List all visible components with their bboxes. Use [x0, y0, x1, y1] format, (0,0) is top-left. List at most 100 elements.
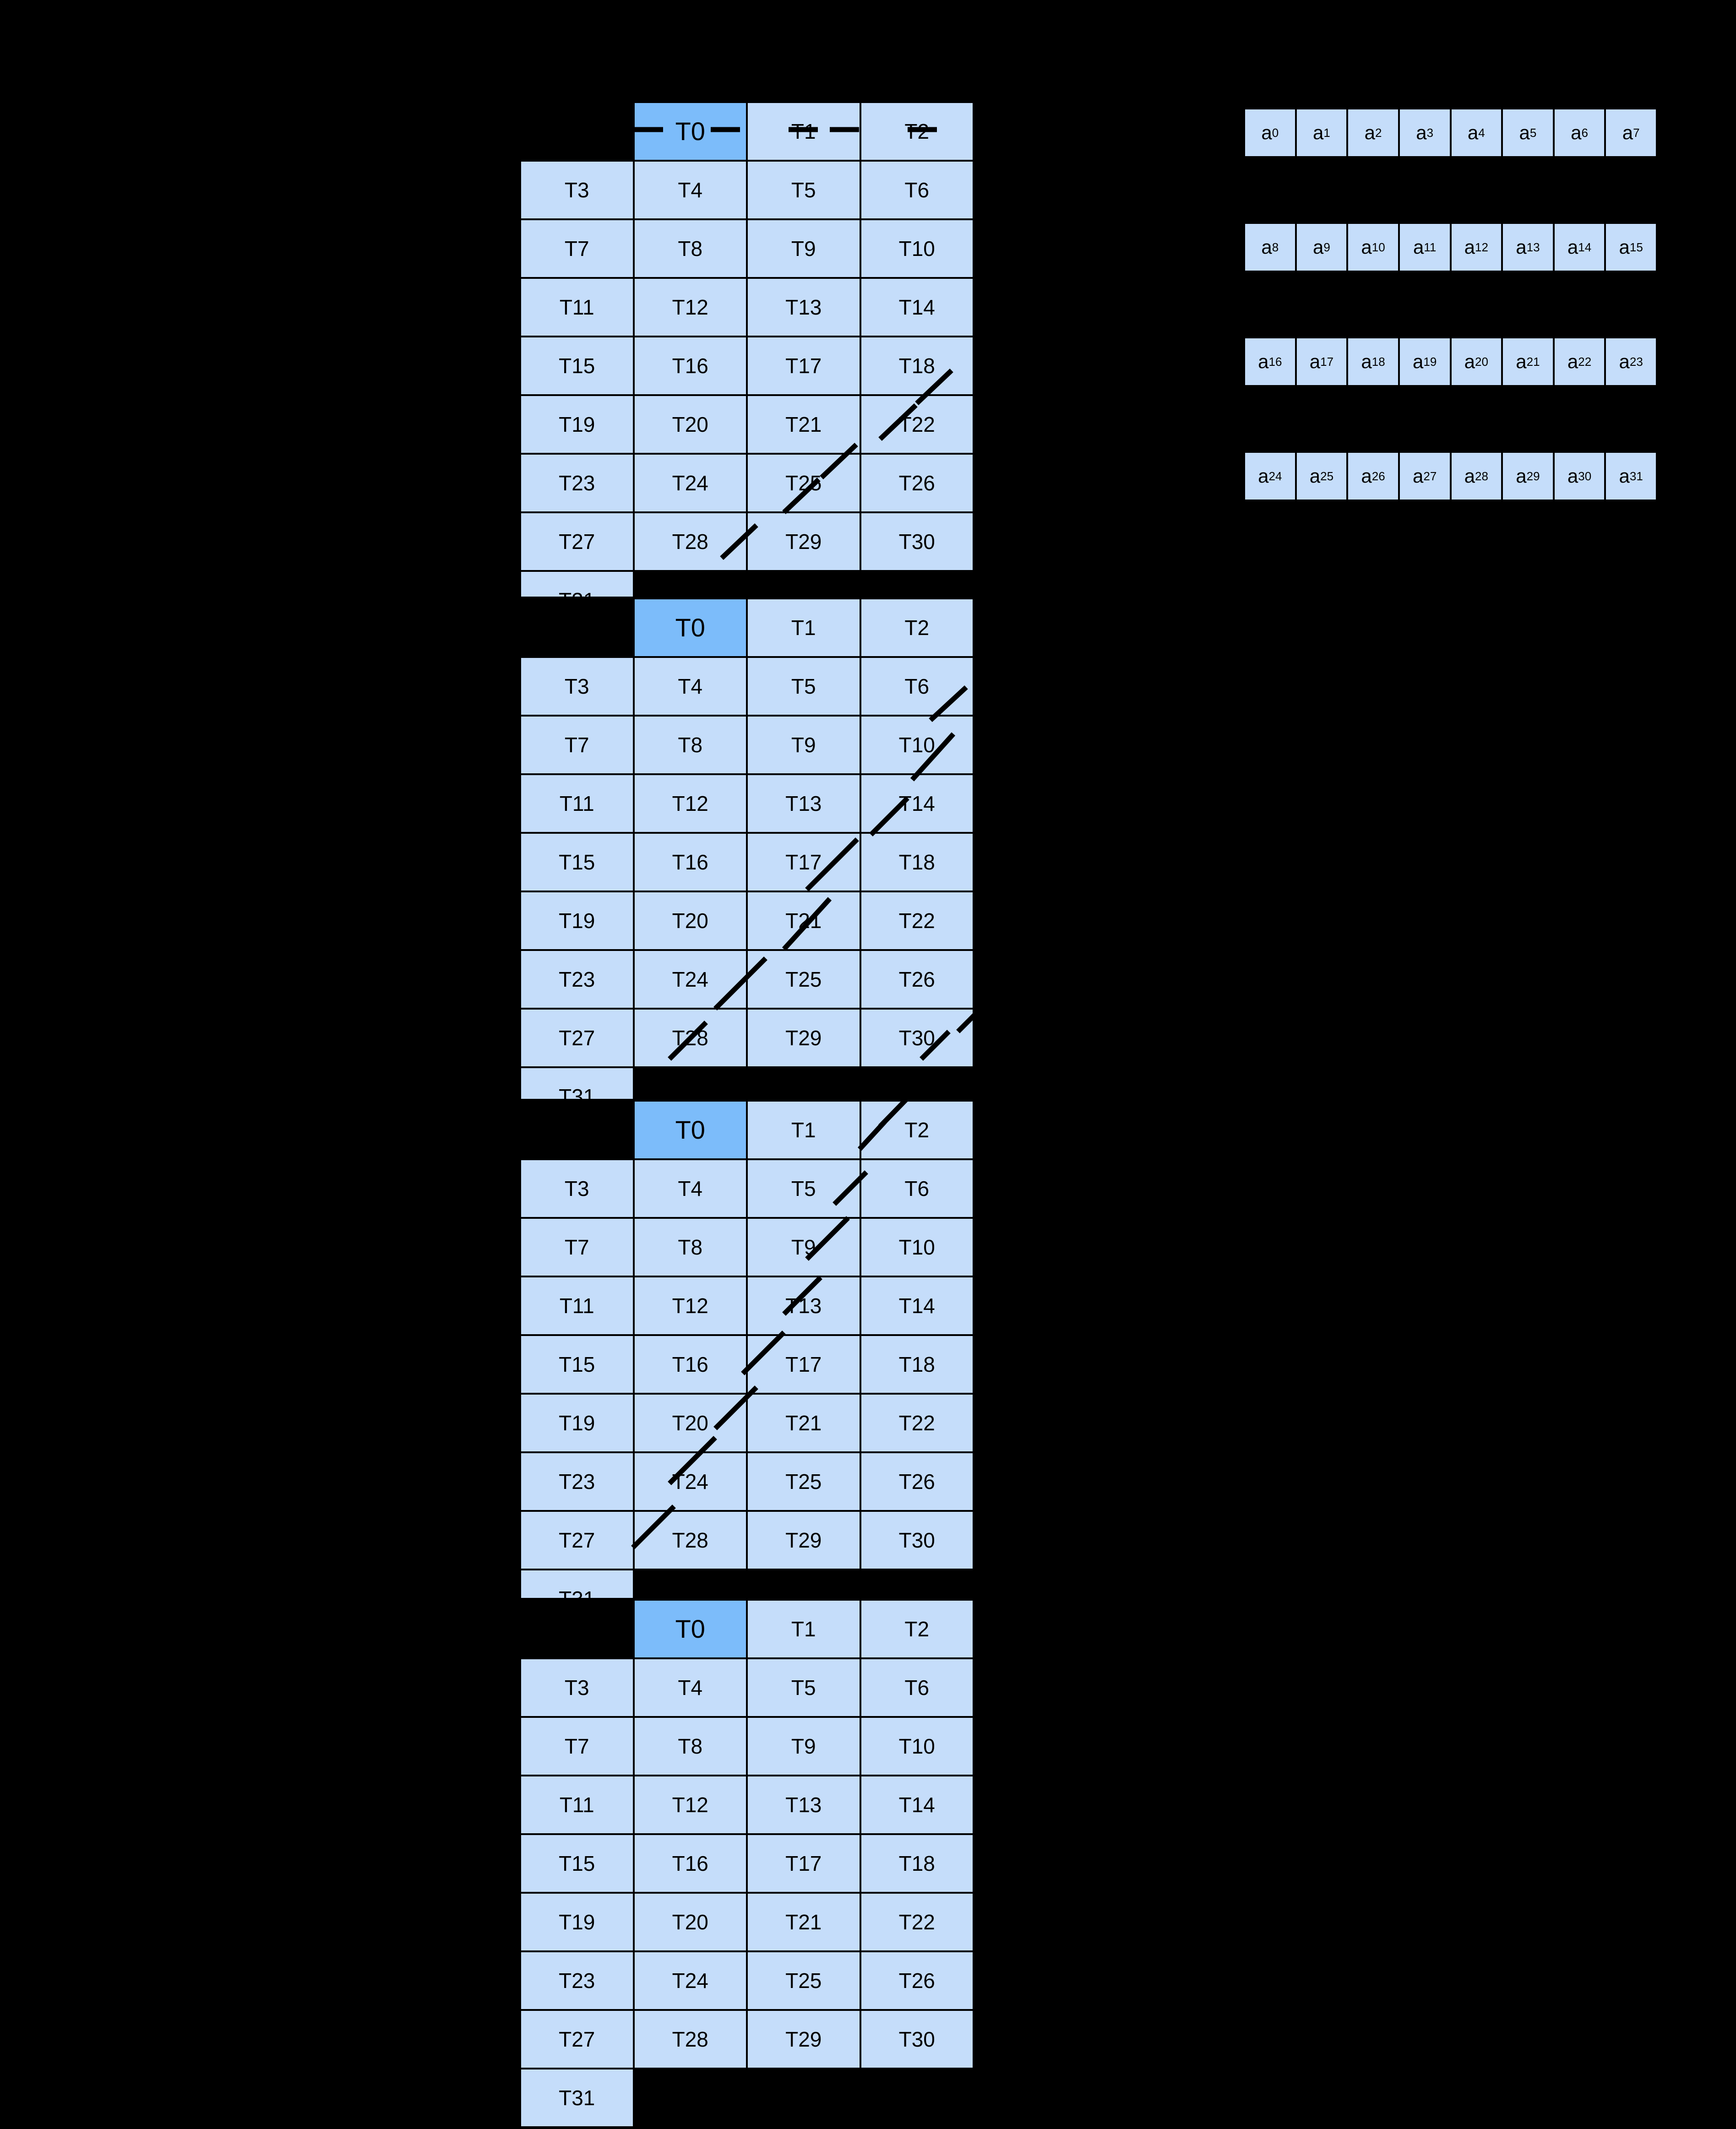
thread-cell-t2: T2 [861, 1601, 973, 1657]
thread-cell-t0: T0 [634, 599, 746, 656]
thread-cell-t3: T3 [521, 1659, 633, 1716]
thread-cell-t15: T15 [521, 1336, 633, 1393]
thread-cell-t20: T20 [634, 892, 746, 949]
thread-cell-t23: T23 [521, 1952, 633, 2009]
thread-cell-t8: T8 [634, 220, 746, 277]
thread-cell-t23: T23 [521, 1453, 633, 1510]
thread-cell-t5: T5 [748, 658, 860, 715]
thread-cell-t28: T28 [634, 513, 746, 570]
thread-cell-t1: T1 [748, 103, 860, 160]
thread-cell-t9: T9 [748, 1718, 860, 1775]
thread-cell-t28: T28 [634, 1010, 746, 1066]
thread-cell-t21: T21 [748, 892, 860, 949]
thread-cell-t3: T3 [521, 162, 633, 218]
thread-cell-t19: T19 [521, 396, 633, 453]
thread-cell-t22: T22 [861, 1894, 973, 1950]
thread-cell-t15: T15 [521, 1835, 633, 1892]
thread-cell-t30: T30 [861, 1512, 973, 1569]
thread-cell-t27: T27 [521, 513, 633, 570]
thread-cell-t17: T17 [748, 1336, 860, 1393]
thread-cell-t31: T31 [521, 2069, 633, 2126]
thread-cell-t24: T24 [634, 1453, 746, 1510]
thread-cell-t12: T12 [634, 775, 746, 832]
thread-cell-t26: T26 [861, 1952, 973, 2009]
array-cell-a13: a 13 [1503, 224, 1553, 271]
thread-cell-t29: T29 [748, 1512, 860, 1569]
array-cell-a12: a 12 [1451, 224, 1502, 271]
thread-cell-t16: T16 [634, 337, 746, 394]
thread-cell-t18: T18 [861, 834, 973, 891]
thread-cell-t21: T21 [748, 1395, 860, 1451]
thread-cell-t21: T21 [748, 396, 860, 453]
array-cell-a29: a 29 [1503, 453, 1553, 500]
thread-cell-t14: T14 [861, 1776, 973, 1833]
thread-cell-t7: T7 [521, 1718, 633, 1775]
thread-cell-t4: T4 [634, 1160, 746, 1217]
thread-cell-t7: T7 [521, 1219, 633, 1276]
thread-cell-t25: T25 [748, 455, 860, 511]
thread-cell-t9: T9 [748, 1219, 860, 1276]
thread-cell-t22: T22 [861, 396, 973, 453]
thread-cell-t23: T23 [521, 455, 633, 511]
thread-cell-t11: T11 [521, 775, 633, 832]
array-cell-a20: a 20 [1451, 338, 1502, 385]
thread-cell-t10: T10 [861, 717, 973, 773]
thread-cell-t11: T11 [521, 279, 633, 336]
thread-cell-t14: T14 [861, 1277, 973, 1334]
thread-cell-t20: T20 [634, 396, 746, 453]
diagram-canvas: T0 T1 T2 T3 T4 T5 T6 T7 T8 T9 T10 T11 T12 T13 T14 T15 T1… [518, 100, 1658, 2129]
thread-cell-t27: T27 [521, 2011, 633, 2068]
thread-cell-t26: T26 [861, 1453, 973, 1510]
array-row-1: a 8 a 9 a 10 a 11 a 12 a 13 a 14 a 15 [1243, 222, 1658, 272]
thread-cell-t27: T27 [521, 1010, 633, 1066]
thread-cell-t29: T29 [748, 513, 860, 570]
thread-cell-t12: T12 [634, 279, 746, 336]
thread-cell-t26: T26 [861, 455, 973, 511]
thread-cell-t15: T15 [521, 337, 633, 394]
thread-cell-t4: T4 [634, 1659, 746, 1716]
array-cell-a26: a 26 [1348, 453, 1398, 500]
thread-cell-t11: T11 [521, 1277, 633, 1334]
thread-cell-t27: T27 [521, 1512, 633, 1569]
array-cell-a10: a 10 [1348, 224, 1398, 271]
thread-grid-1: T0 T1 T2 T3 T4 T5 T6 T7 T8 T9 T10 T11 T12 T13 T14 T15 T1… [518, 100, 975, 631]
thread-cell-t3: T3 [521, 1160, 633, 1217]
thread-cell-t29: T29 [748, 2011, 860, 2068]
array-row-2: a 16 a 17 a 18 a 19 a 20 a 21 a 22 a 23 [1243, 337, 1658, 387]
thread-cell-t17: T17 [748, 834, 860, 891]
thread-cell-t8: T8 [634, 1219, 746, 1276]
thread-cell-t6: T6 [861, 1160, 973, 1217]
thread-cell-t4: T4 [634, 658, 746, 715]
thread-cell-t18: T18 [861, 337, 973, 394]
thread-cell-t2: T2 [861, 103, 973, 160]
thread-cell-t28: T28 [634, 2011, 746, 2068]
thread-cell-t2: T2 [861, 1102, 973, 1158]
thread-cell-t5: T5 [748, 1160, 860, 1217]
thread-cell-t0: T0 [634, 1601, 746, 1657]
thread-cell-t19: T19 [521, 892, 633, 949]
thread-cell-t30: T30 [861, 513, 973, 570]
thread-cell-t8: T8 [634, 717, 746, 773]
array-cell-a15: a 15 [1606, 224, 1656, 271]
thread-cell-t30: T30 [861, 2011, 973, 2068]
array-cell-a16: a 16 [1245, 338, 1295, 385]
thread-cell-t25: T25 [748, 1952, 860, 2009]
thread-cell-t6: T6 [861, 658, 973, 715]
thread-cell-t18: T18 [861, 1336, 973, 1393]
thread-cell-t24: T24 [634, 455, 746, 511]
thread-grid-4: T0 T1 T2 T3 T4 T5 T6 T7 T8 T9 T10 T11 T12 T13 T14 T15 T1… [518, 1598, 975, 2129]
thread-cell-t16: T16 [634, 1835, 746, 1892]
array-cell-a21: a 21 [1503, 338, 1553, 385]
thread-cell-t2: T2 [861, 599, 973, 656]
thread-grid-2: T0 T1 T2 T3 T4 T5 T6 T7 T8 T9 T10 T11 T12 T13 T14 T15 T1… [518, 597, 975, 1128]
array-cell-a28: a 28 [1451, 453, 1502, 500]
thread-cell-t13: T13 [748, 1776, 860, 1833]
thread-cell-t24: T24 [634, 1952, 746, 2009]
